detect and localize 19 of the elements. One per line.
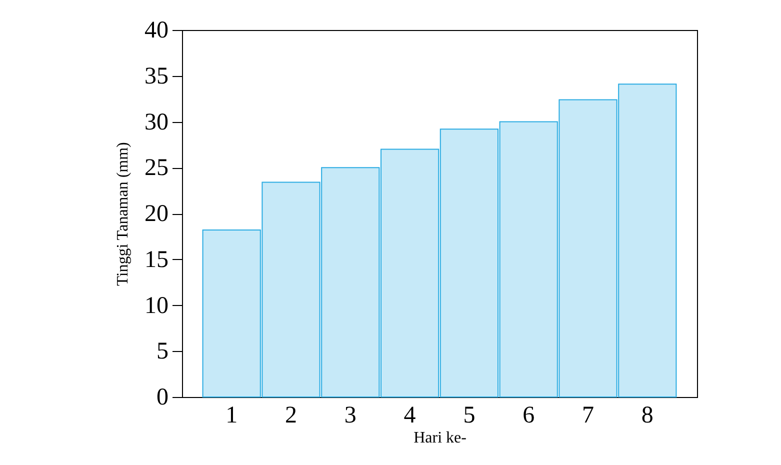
y-tick-label: 20 bbox=[144, 201, 168, 227]
y-tick-label: 30 bbox=[144, 109, 168, 136]
y-tick-label: 40 bbox=[144, 18, 168, 44]
y-tick-label: 0 bbox=[156, 384, 168, 410]
x-axis-title: Hari ke- bbox=[414, 430, 466, 446]
x-tick-label: 8 bbox=[641, 402, 654, 428]
y-axis-title: Tinggi Tanaman (mm) bbox=[114, 142, 132, 286]
y-tick-label: 35 bbox=[144, 63, 168, 90]
x-tick-label: 7 bbox=[582, 402, 594, 428]
x-tick-label: 5 bbox=[463, 402, 476, 428]
x-tick-label: 2 bbox=[285, 402, 297, 428]
x-tick-label: 4 bbox=[404, 402, 416, 428]
x-tick-label: 3 bbox=[344, 402, 356, 428]
x-tick-label: 6 bbox=[522, 402, 535, 428]
x-tick-label: 1 bbox=[226, 402, 238, 428]
y-tick-label: 5 bbox=[156, 338, 168, 365]
y-tick-label: 25 bbox=[144, 155, 168, 182]
y-tick-label: 10 bbox=[144, 292, 168, 319]
y-tick-label: 15 bbox=[144, 246, 168, 273]
